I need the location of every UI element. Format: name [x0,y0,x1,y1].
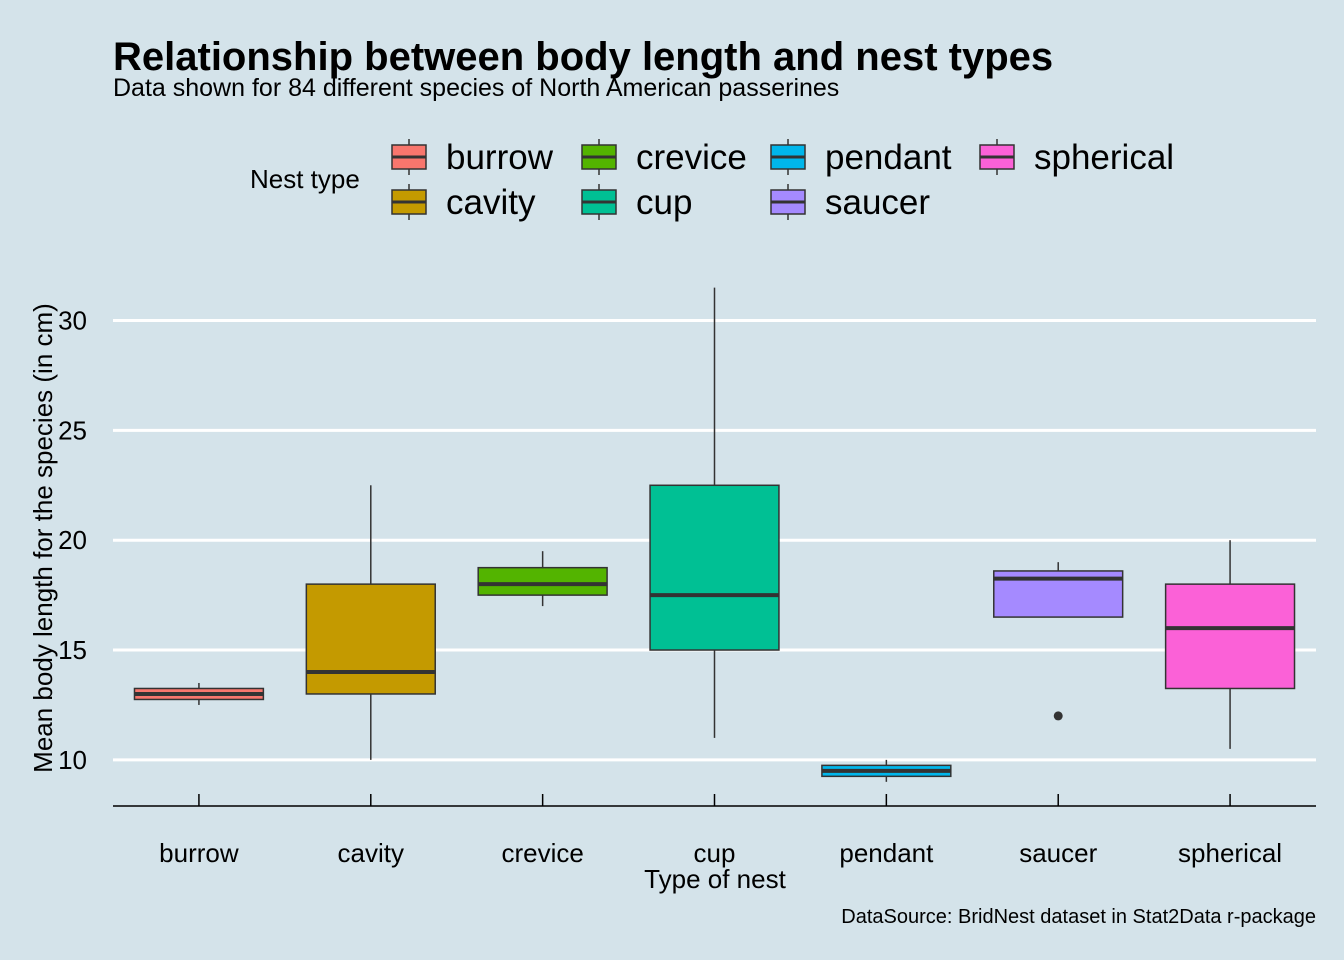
box-burrow [133,682,265,705]
legend-item-cup: cup [581,183,692,222]
box-saucer [993,562,1124,721]
x-tick-label-spherical: spherical [1178,838,1282,868]
legend-label-cup: cup [636,183,692,222]
y-tick-label-10: 10 [58,745,87,775]
y-tick-label-15: 15 [58,635,87,665]
x-tick-label-burrow: burrow [159,838,239,868]
legend-label-cavity: cavity [446,183,536,222]
y-tick-label-30: 30 [58,306,87,336]
legend-label-saucer: saucer [825,183,930,222]
x-axis-label: Type of nest [644,864,786,894]
x-tick-label-crevice: crevice [501,838,583,868]
boxes [133,287,1296,782]
y-axis-ticks: 10 15 20 25 30 [58,306,87,775]
box-crevice [477,551,608,607]
y-tick-label-20: 20 [58,525,87,555]
box-cavity [305,485,436,760]
x-tick-label-pendant: pendant [839,838,934,868]
y-axis-label: Mean body length for the species (in cm) [28,303,58,773]
x-tick-label-cup: cup [694,838,736,868]
x-axis: burrow cavity crevice cup pendant saucer spher… [113,794,1316,868]
box-body-cavity [305,583,436,695]
outlier-saucer-0 [1053,711,1063,721]
legend-item-pendant: pendant [770,138,952,177]
chart-subtitle: Data shown for 84 different species of N… [113,74,839,102]
y-tick-label-25: 25 [58,415,87,445]
legend: Nest type burrow cavity crevice cup pendant s… [250,138,1174,222]
legend-label-pendant: pendant [825,138,952,177]
box-pendant [821,759,952,782]
x-tick-label-cavity: cavity [338,838,404,868]
box-body-crevice [477,566,608,596]
legend-item-cavity: cavity [391,183,536,222]
box-cup [649,287,780,738]
legend-item-spherical: spherical [979,138,1174,177]
chart-title: Relationship between body length and nes… [113,35,1053,79]
chart-caption: DataSource: BridNest dataset in Stat2Dat… [841,906,1316,928]
legend-item-saucer: saucer [770,183,930,222]
box-body-spherical [1164,583,1296,690]
legend-item-crevice: crevice [581,138,747,177]
legend-label-spherical: spherical [1034,138,1174,177]
legend-title: Nest type [250,164,360,194]
legend-label-burrow: burrow [446,138,554,177]
box-body-cup [649,484,780,651]
legend-item-burrow: burrow [391,138,554,177]
x-tick-label-saucer: saucer [1019,838,1097,868]
legend-label-crevice: crevice [636,138,747,177]
box-spherical [1164,540,1296,749]
